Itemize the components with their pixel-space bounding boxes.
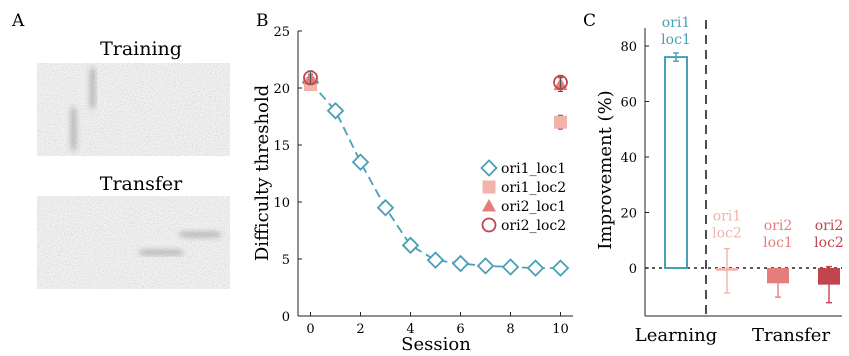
y-tick-label: 20 <box>620 207 637 222</box>
panel-a-letter: A <box>11 11 25 31</box>
data-point-ori1_loc1 <box>551 259 570 277</box>
legend: ori1_loc1 ori1_loc2 ori2_loc1 ori2_loc2 <box>480 159 566 234</box>
y-axis-label: Improvement (%) <box>595 90 616 249</box>
group-label-learning: Learning <box>635 325 717 346</box>
legend-marker-ori2_loc2 <box>481 217 497 233</box>
transfer-stimulus-image <box>37 196 230 289</box>
x-tick-label: 4 <box>406 322 414 337</box>
legend-marker-ori1_loc1 <box>480 159 498 177</box>
y-tick-label: 0 <box>629 262 637 277</box>
x-tick-label: 2 <box>356 322 364 337</box>
transfer-label: Transfer <box>100 173 183 195</box>
x-tick-label: 6 <box>456 322 464 337</box>
threshold-chart: 0 2 4 6 8 10 0 5 10 15 20 25 Difficulty threshold S… <box>252 25 573 355</box>
y-tick-label: 0 <box>282 310 290 325</box>
x-tick-label: 10 <box>552 322 569 337</box>
data-point-ori1_loc2 <box>554 115 567 129</box>
data-point-ori2_loc2 <box>303 70 318 86</box>
data-point-ori1_loc1 <box>426 251 445 269</box>
y-axis-label: Difficulty threshold <box>252 85 273 261</box>
y-tick-label: 20 <box>273 82 290 97</box>
y-tick-label: 10 <box>273 196 290 211</box>
data-point-ori1_loc1 <box>476 257 495 275</box>
data-point-ori1_loc1 <box>526 259 545 277</box>
x-axis-label: Session <box>401 334 471 355</box>
y-tick-label: 40 <box>620 151 637 166</box>
training-label: Training <box>100 38 182 60</box>
bar-label-line1: ori1 <box>662 15 691 31</box>
data-point-ori1_loc1 <box>351 153 370 171</box>
legend-marker-ori2_loc1 <box>482 199 496 212</box>
series-line-ori1_loc1 <box>309 81 561 270</box>
data-point-ori1_loc1 <box>501 258 520 276</box>
bar <box>664 56 688 269</box>
legend-label-ori1_loc1: ori1_loc1 <box>501 161 566 177</box>
x-tick-label: 8 <box>506 322 514 337</box>
legend-label-ori2_loc1: ori2_loc1 <box>501 199 566 215</box>
y-tick-label: 60 <box>620 96 637 111</box>
data-point-ori2_loc2 <box>553 74 568 90</box>
data-point-ori1_loc1 <box>326 102 345 120</box>
data-point-ori1_loc1 <box>401 236 420 255</box>
bar-label-line1: ori1 <box>713 209 742 225</box>
x-tick-label: 0 <box>306 322 314 337</box>
panel-b-letter: B <box>256 11 269 31</box>
bar-label-line2: loc2 <box>712 226 742 242</box>
bar-label-line2: loc1 <box>763 235 793 251</box>
bar-label-line2: loc2 <box>814 235 844 251</box>
group-label-transfer: Transfer <box>752 325 830 346</box>
y-tick-label: 80 <box>620 40 637 55</box>
legend-label-ori1_loc2: ori1_loc2 <box>501 180 566 196</box>
panel-c-letter: C <box>583 11 596 31</box>
y-tick-label: 25 <box>273 25 290 40</box>
bar-label-line2: loc1 <box>661 32 691 48</box>
bar-label-line1: ori2 <box>764 218 793 234</box>
bar-label-line1: ori2 <box>815 218 844 234</box>
y-tick-label: 15 <box>273 139 290 154</box>
data-point-ori1_loc1 <box>376 198 395 217</box>
training-stimulus-image <box>37 63 230 156</box>
data-point-ori1_loc1 <box>451 254 470 273</box>
legend-label-ori2_loc2: ori2_loc2 <box>501 218 566 234</box>
y-tick-label: 5 <box>282 253 290 268</box>
legend-marker-ori1_loc2 <box>482 180 496 194</box>
